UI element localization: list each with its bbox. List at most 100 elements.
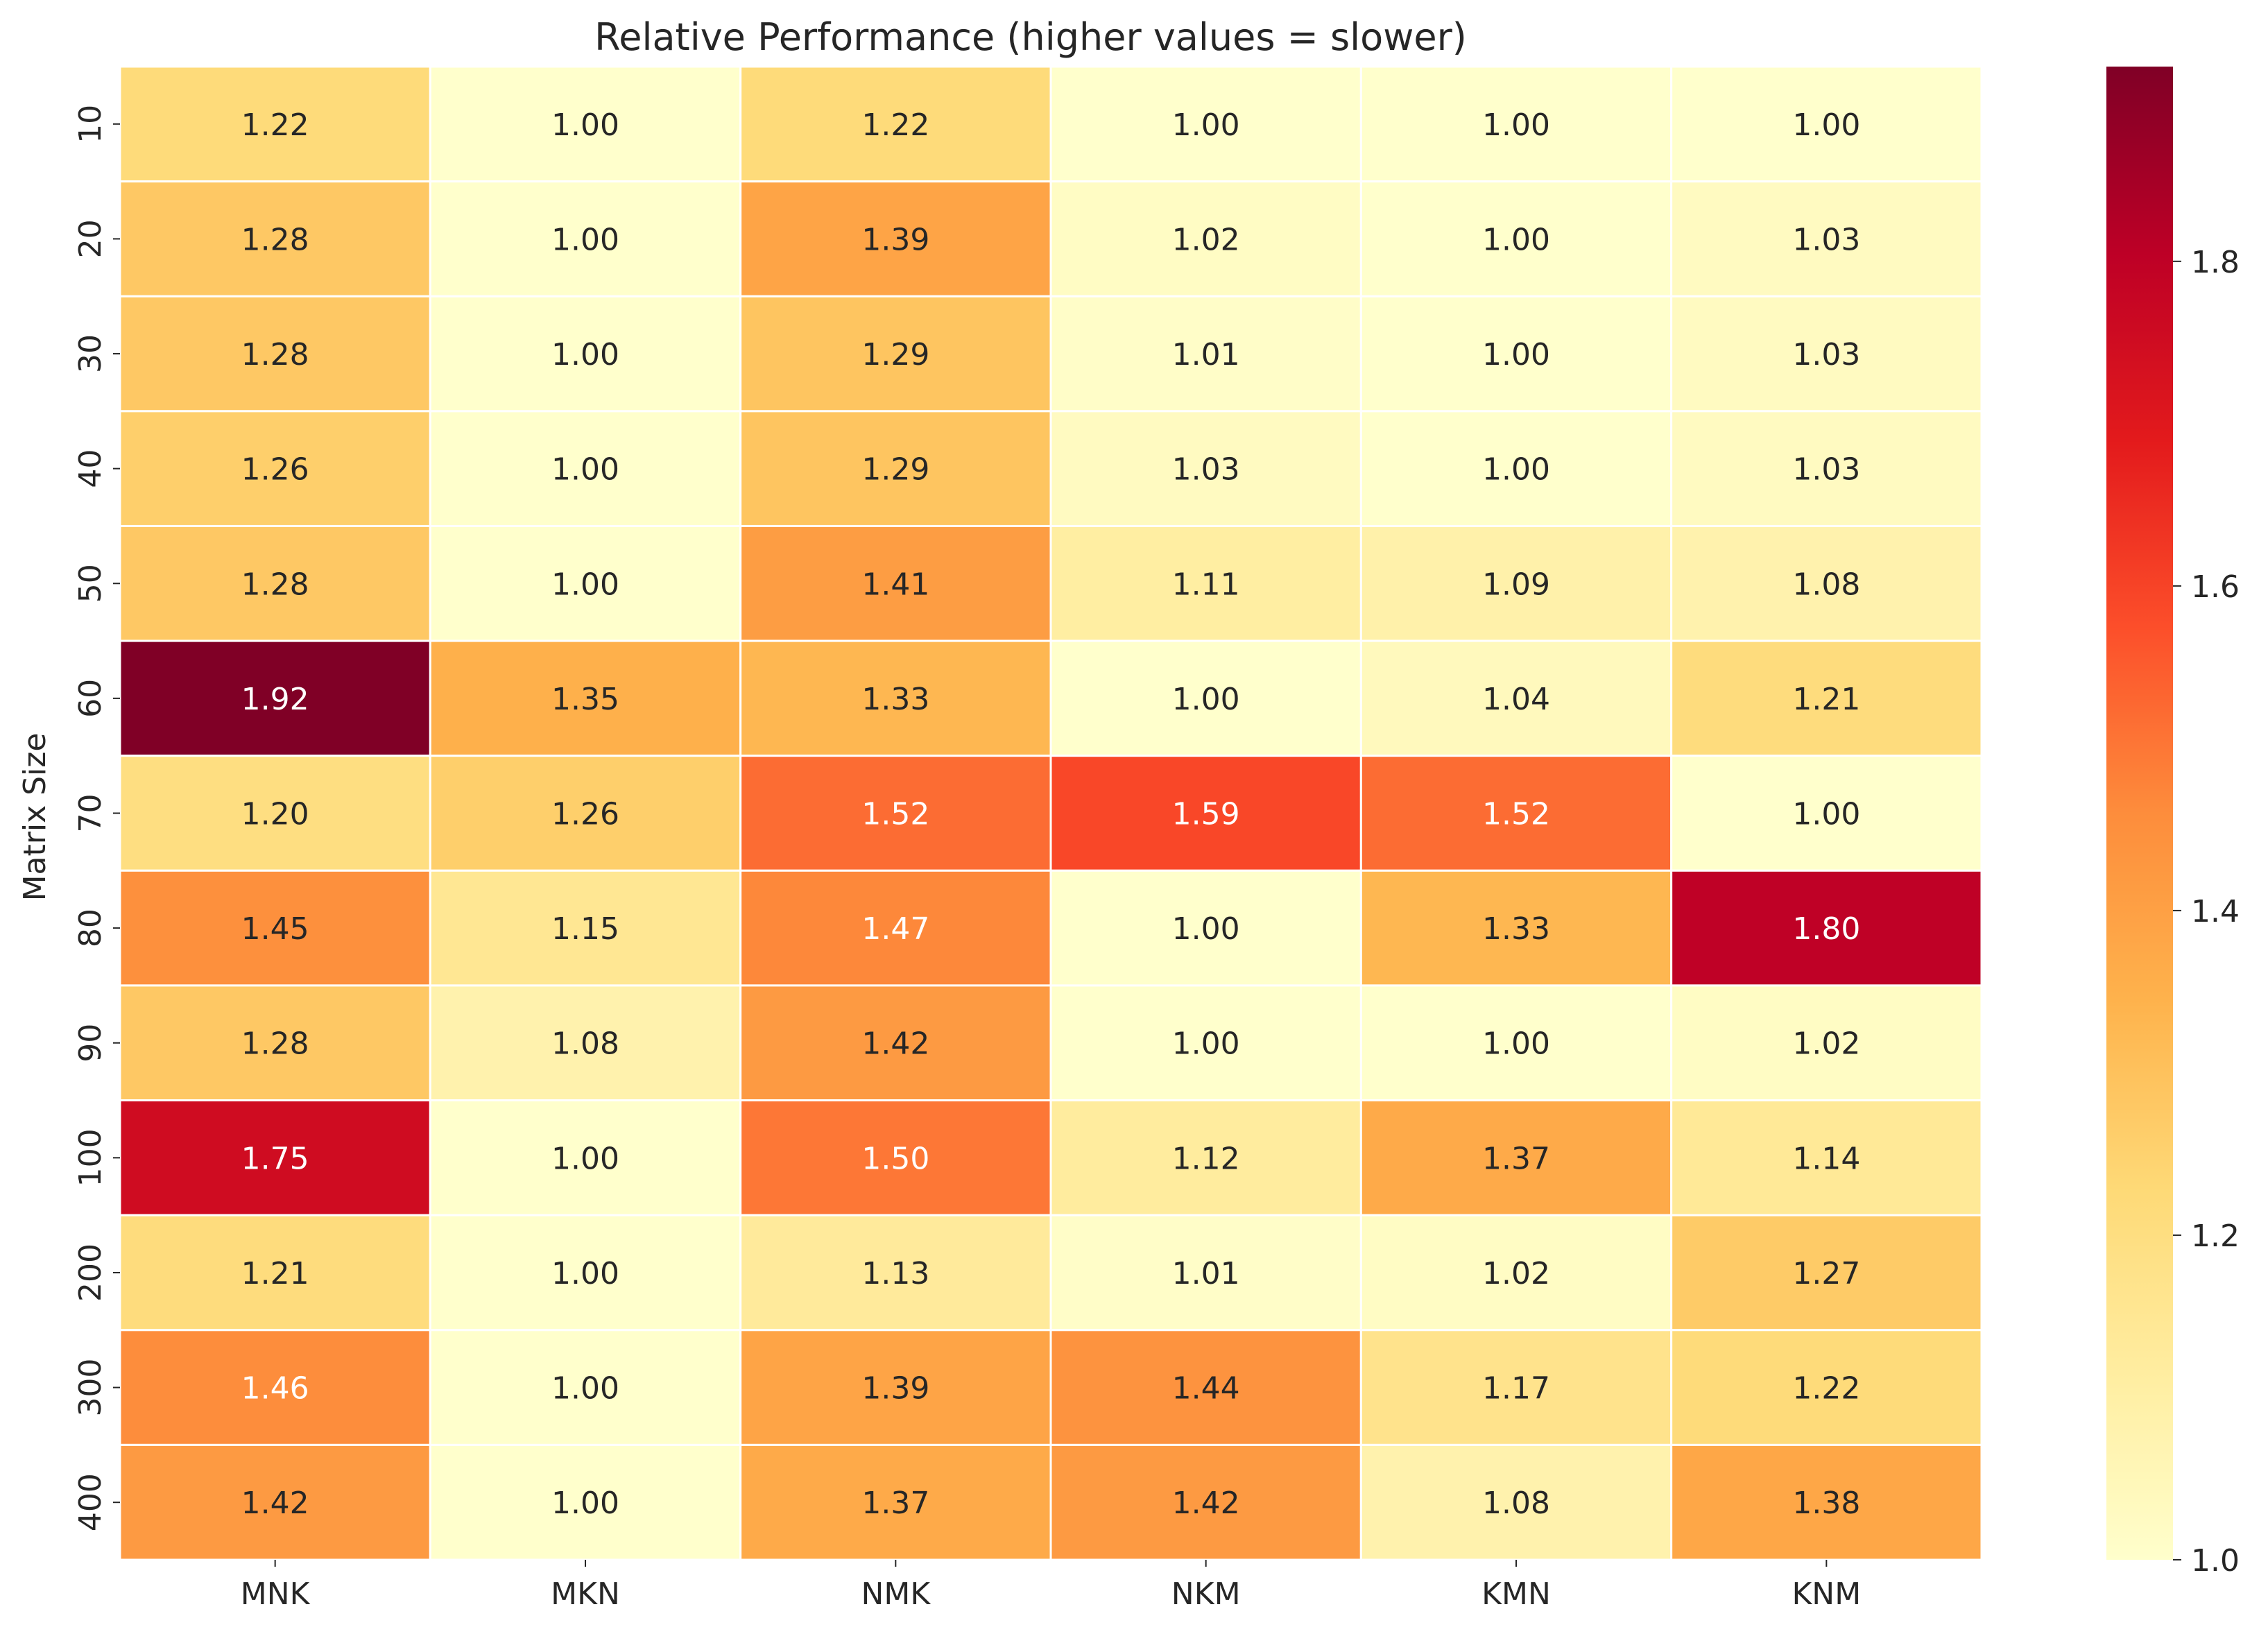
heatmap-cell	[119, 755, 431, 872]
heatmap-cell	[1670, 180, 1983, 298]
heatmap-cell	[1049, 869, 1362, 987]
cell-value-label: 1.42	[1172, 1486, 1240, 1521]
cell-value-label: 1.22	[241, 108, 309, 143]
x-tick-label: MNK	[241, 1576, 311, 1612]
colorbar-tick-label: 1.2	[2191, 1219, 2240, 1254]
cell-value-label: 1.22	[1792, 1371, 1860, 1407]
heatmap-cell	[1049, 524, 1362, 642]
heatmap-cell	[1049, 755, 1362, 872]
heatmap-cell	[1359, 869, 1673, 987]
colorbar-tick-label: 1.8	[2191, 245, 2240, 280]
x-tick-label: NMK	[861, 1576, 931, 1612]
cell-value-label: 1.00	[1482, 108, 1550, 143]
heatmap-cell	[1670, 410, 1983, 527]
heatmap-cell	[1670, 1214, 1983, 1332]
cell-value-label: 1.03	[1792, 337, 1860, 372]
cell-value-label: 1.00	[1172, 1026, 1240, 1062]
cell-value-label: 1.11	[1172, 567, 1240, 602]
heatmap-cell	[119, 1329, 431, 1446]
cell-value-label: 1.52	[1482, 797, 1550, 832]
colorbar: 1.0 1.2 1.4 1.6 1.8	[2106, 67, 2240, 1579]
cell-value-label: 1.00	[551, 1141, 619, 1176]
cell-value-label: 1.33	[861, 682, 929, 717]
heatmap-cell	[119, 65, 431, 183]
cell-value-label: 1.17	[1482, 1371, 1550, 1407]
cell-value-label: 1.00	[551, 567, 619, 602]
heatmap-cell	[1359, 1099, 1673, 1216]
heatmap-cell	[119, 869, 431, 987]
cell-value-label: 1.00	[551, 1256, 619, 1291]
cell-value-label: 1.00	[551, 108, 619, 143]
heatmap-cell	[739, 1329, 1052, 1446]
heatmap-cell	[1670, 1443, 1983, 1561]
cell-value-label: 1.28	[241, 1026, 309, 1062]
x-tick-label: KNM	[1792, 1576, 1861, 1612]
cell-value-label: 1.00	[1172, 108, 1240, 143]
cell-value-label: 1.37	[861, 1486, 929, 1521]
cell-value-label: 1.00	[1482, 222, 1550, 257]
cell-value-label: 1.00	[551, 337, 619, 372]
cell-value-label: 1.75	[241, 1141, 309, 1176]
cell-value-label: 1.01	[1172, 337, 1240, 372]
y-tick-label: 400	[73, 1473, 108, 1531]
heatmap-cell	[739, 984, 1052, 1102]
heatmap-cell	[429, 295, 742, 413]
heatmap-cell	[1049, 1329, 1362, 1446]
heatmap-cell	[119, 410, 431, 527]
cell-value-label: 1.52	[861, 797, 929, 832]
cell-value-label: 1.08	[1482, 1486, 1550, 1521]
colorbar-gradient	[2106, 67, 2173, 1560]
x-tick-label: NKM	[1171, 1576, 1241, 1612]
heatmap-cell	[1049, 65, 1362, 183]
cell-value-label: 1.26	[551, 797, 619, 832]
colorbar-tick-label: 1.4	[2191, 894, 2240, 929]
cell-value-label: 1.45	[241, 911, 309, 947]
heatmap-cell	[739, 65, 1052, 183]
heatmap-cell	[739, 410, 1052, 527]
heatmap-cells: 1.22 1.00 1.22 1.00 1.00 1.00 1.28 1.00 1.39 1.02…	[119, 65, 1983, 1561]
colorbar-tick-label: 1.6	[2191, 569, 2240, 605]
chart-title: Relative Performance (higher values = sl…	[594, 15, 1467, 59]
cell-value-label: 1.03	[1792, 452, 1860, 488]
cell-value-label: 1.02	[1482, 1256, 1550, 1291]
cell-value-label: 1.28	[241, 337, 309, 372]
heatmap-cell	[1359, 410, 1673, 527]
y-tick-label: 80	[73, 909, 108, 947]
heatmap-cell	[429, 1099, 742, 1216]
cell-value-label: 1.27	[1792, 1256, 1860, 1291]
cell-value-label: 1.00	[551, 452, 619, 488]
heatmap-cell	[1670, 524, 1983, 642]
y-tick-label: 30	[73, 334, 108, 373]
x-tick-label: MKN	[551, 1576, 620, 1612]
cell-value-label: 1.37	[1482, 1141, 1550, 1176]
heatmap-cell	[1049, 410, 1362, 527]
heatmap-cell	[1359, 984, 1673, 1102]
cell-value-label: 1.59	[1172, 797, 1240, 832]
x-tick-label: KMN	[1481, 1576, 1551, 1612]
cell-value-label: 1.08	[551, 1026, 619, 1062]
y-tick-label: 300	[73, 1359, 108, 1417]
cell-value-label: 1.42	[241, 1486, 309, 1521]
heatmap-cell	[1049, 295, 1362, 413]
cell-value-label: 1.00	[1482, 452, 1550, 488]
heatmap-cell	[119, 984, 431, 1102]
heatmap-cell	[1359, 524, 1673, 642]
heatmap-cell	[429, 180, 742, 298]
y-tick-label: 70	[73, 794, 108, 833]
heatmap-cell	[1670, 755, 1983, 872]
cell-value-label: 1.21	[241, 1256, 309, 1291]
cell-value-label: 1.13	[861, 1256, 929, 1291]
cell-value-label: 1.39	[861, 1371, 929, 1407]
cell-value-label: 1.12	[1172, 1141, 1240, 1176]
heatmap-cell	[739, 1443, 1052, 1561]
cell-value-label: 1.04	[1482, 682, 1550, 717]
cell-value-label: 1.02	[1792, 1026, 1860, 1062]
cell-value-label: 1.28	[241, 567, 309, 602]
cell-value-label: 1.44	[1172, 1371, 1240, 1407]
cell-value-label: 1.02	[1172, 222, 1240, 257]
cell-value-label: 1.22	[861, 108, 929, 143]
cell-value-label: 1.26	[241, 452, 309, 488]
cell-value-label: 1.00	[1482, 1026, 1550, 1062]
heatmap-cell	[429, 410, 742, 527]
